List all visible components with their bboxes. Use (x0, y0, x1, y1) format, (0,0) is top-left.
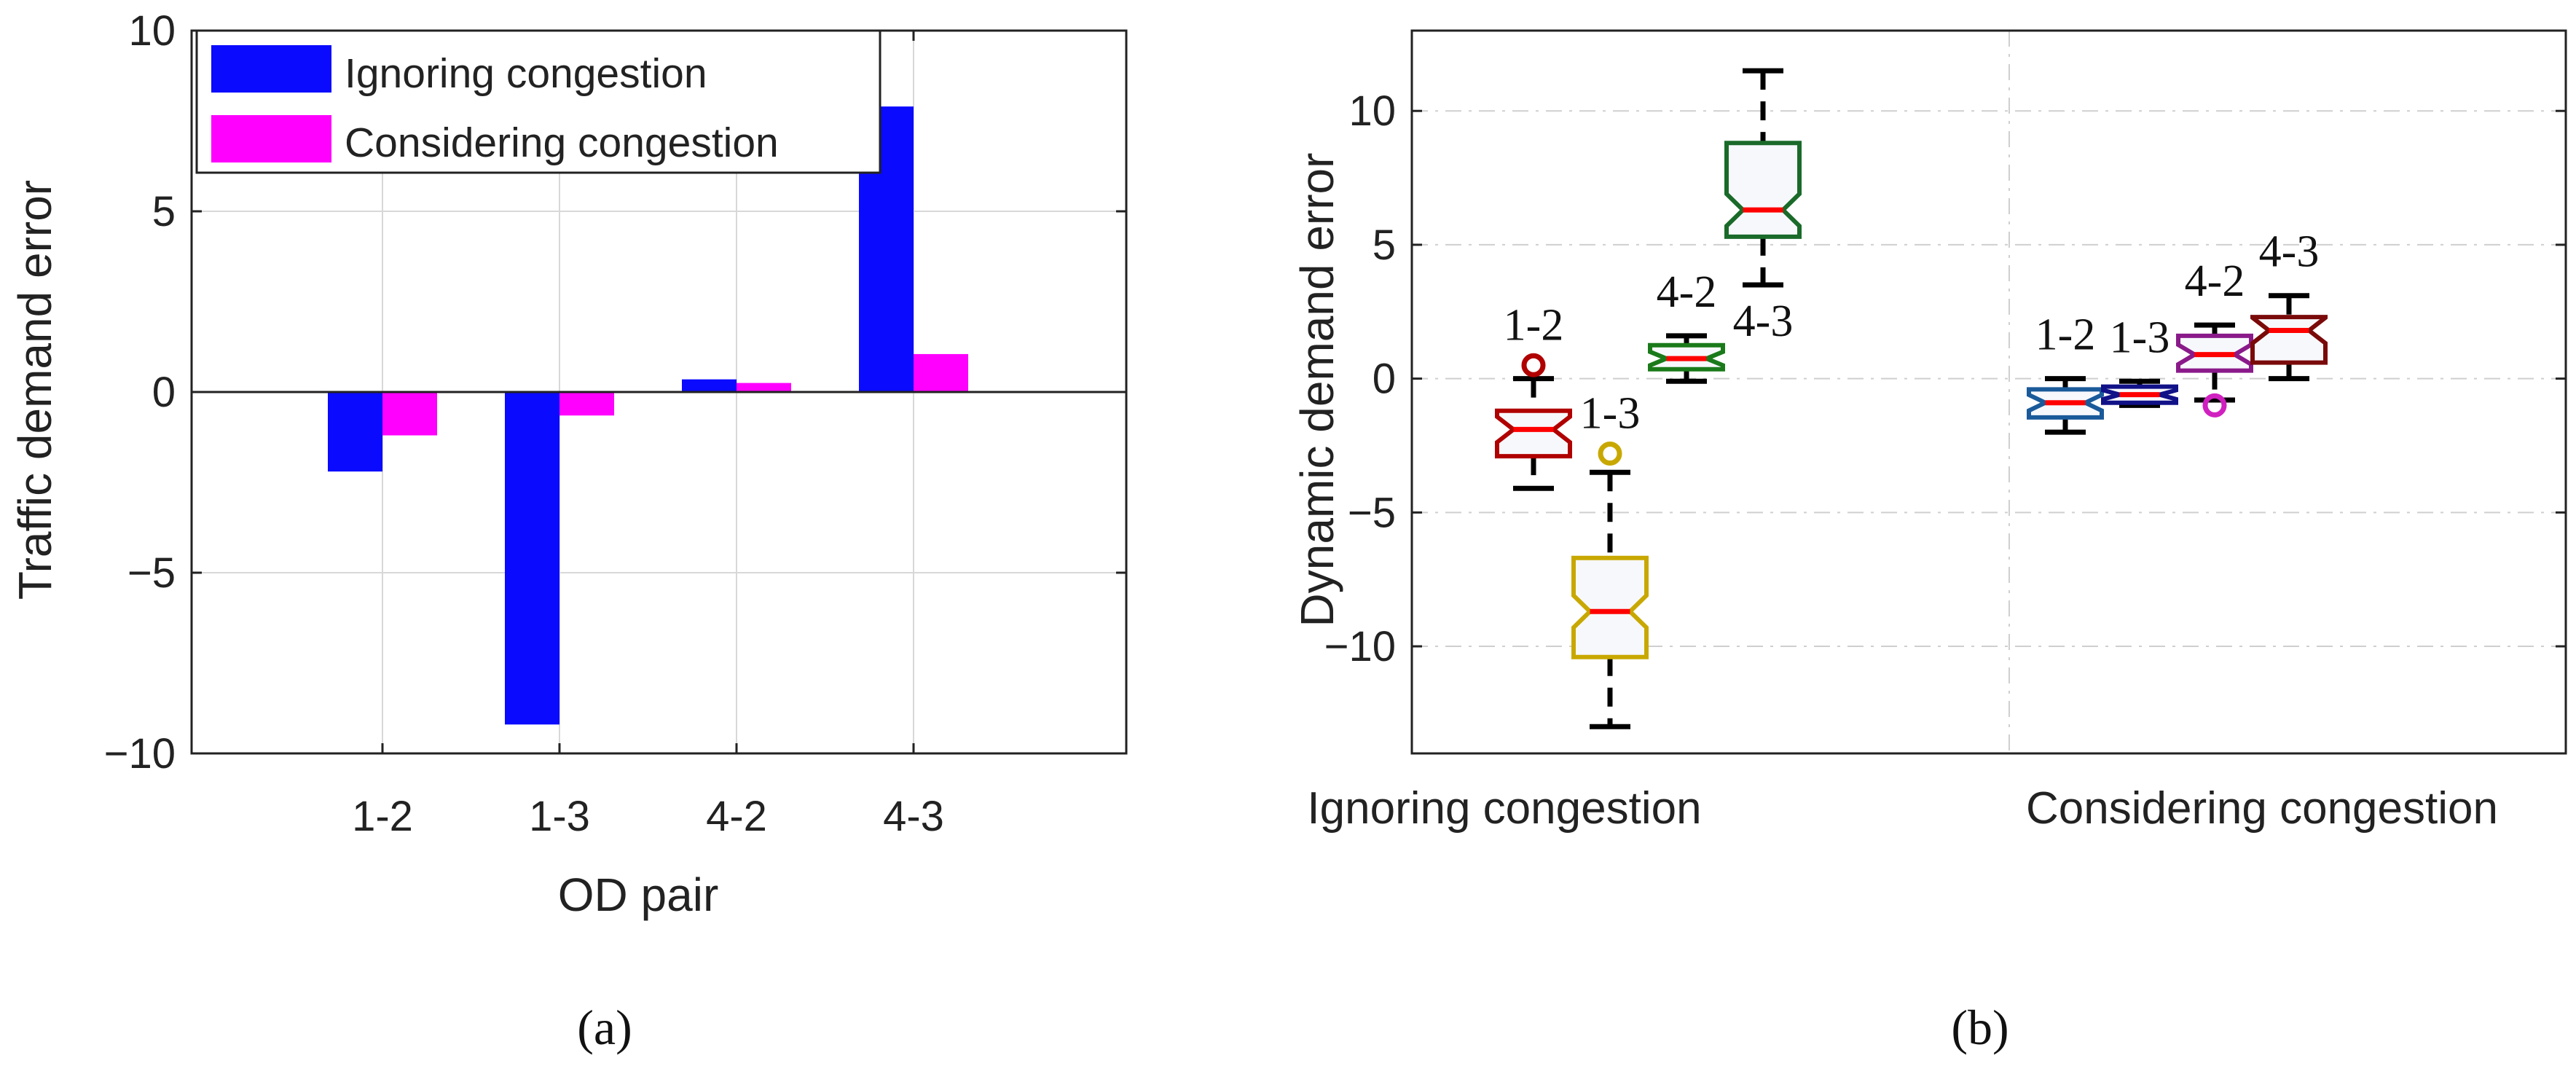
box-ignoring-1-3 (1571, 442, 1649, 729)
bar-ignoring-1-2 (328, 392, 382, 472)
panel-b-group-label-ignoring: Ignoring congestion (1307, 783, 1701, 834)
panel-a-ytick-label: −10 (104, 730, 176, 777)
panel-a-xtick-label: 1-3 (529, 793, 590, 840)
bar-considering-1-3 (559, 392, 614, 416)
legend-swatch-considering (211, 115, 331, 162)
panel-b-boxes: 1-2 1-3 4-2 4-3 1-2 1-3 4-2 4-3 (1495, 68, 2328, 729)
panel-a-bars (328, 106, 968, 725)
box-ignoring-4-3 (1724, 68, 1802, 288)
box-annotation-1-2: 1-2 (1504, 300, 1564, 350)
box-annotation-4-2: 4-2 (1657, 267, 1717, 317)
box-annotation-1-3: 1-3 (1580, 389, 1641, 439)
box-body (1724, 141, 1802, 239)
box-considering-1-2 (2027, 376, 2104, 435)
panel-a-xtick-label: 4-2 (706, 793, 767, 840)
panel-a-xtick-label: 1-2 (352, 793, 413, 840)
box-ignoring-4-2 (1648, 333, 1725, 384)
legend-label-ignoring: Ignoring congestion (345, 50, 707, 97)
box-considering-1-3 (2101, 378, 2178, 408)
bar-considering-4-3 (914, 353, 968, 392)
panel-a-ytick-label: 10 (128, 7, 176, 55)
panel-b-ylabel: Dynamic demand error (1291, 153, 1343, 627)
panel-a-ytick-label: 0 (152, 369, 176, 416)
panel-b-ytick-label: −10 (1324, 623, 1396, 670)
panel-b-tick-labels: 10 5 0 −5 −10 (1324, 87, 1396, 670)
panel-a-ytick-label: 5 (152, 188, 176, 235)
outlier-point (1521, 353, 1546, 377)
box-annotation-4-3: 4-3 (2259, 227, 2320, 277)
bar-ignoring-4-2 (682, 379, 737, 392)
bar-ignoring-1-3 (505, 392, 559, 725)
panel-a-ylabel: Traffic demand error (9, 180, 61, 600)
box-annotation-4-2: 4-2 (2185, 256, 2245, 306)
panel-b-grid (1412, 31, 2566, 753)
panel-b-plot-frame (1410, 29, 2567, 755)
panel-a-tick-labels: 10 5 0 −5 −10 1-2 1-3 4-2 4-3 (104, 7, 944, 840)
box-annotation-4-3: 4-3 (1733, 297, 1794, 346)
legend-swatch-ignoring (211, 45, 331, 93)
box-annotation-1-2: 1-2 (2035, 310, 2096, 360)
panel-a-ytick-label: −5 (127, 549, 176, 597)
box-considering-4-2 (2176, 322, 2253, 418)
panel-a-legend: Ignoring congestion Considering congesti… (195, 29, 881, 174)
outlier-point (1598, 442, 1622, 466)
bar-considering-4-2 (737, 383, 791, 392)
panel-a-label: (a) (577, 1000, 632, 1055)
panel-b-box-plot: 1-2 1-3 4-2 4-3 1-2 1-3 4-2 4-3 10 5 0 −5 −10 Ignor… (1291, 29, 2567, 1055)
box-body (1571, 555, 1649, 659)
panel-b-ytick-label: 0 (1373, 356, 1396, 403)
bar-considering-1-2 (382, 392, 437, 436)
legend-label-considering: Considering congestion (345, 119, 779, 166)
box-annotation-1-3: 1-3 (2110, 313, 2170, 362)
panel-a-bar-chart: 10 5 0 −5 −10 1-2 1-3 4-2 4-3 OD pair Traffic de… (9, 7, 1128, 1055)
panel-b-ytick-label: −5 (1348, 489, 1396, 536)
panel-b-group-label-considering: Considering congestion (2026, 783, 2498, 834)
panel-b-ytick-label: 5 (1373, 222, 1396, 269)
outlier-point (2202, 393, 2227, 418)
panel-b-label: (b) (1951, 1000, 2008, 1055)
box-considering-4-3 (2250, 293, 2328, 382)
box-ignoring-1-2 (1495, 353, 1572, 491)
panel-a-xtick-label: 4-3 (883, 793, 944, 840)
box-body (2250, 315, 2328, 365)
panel-b-axes (1410, 29, 2567, 755)
box-body (1495, 408, 1572, 459)
panel-a-xlabel: OD pair (558, 869, 719, 921)
panel-b-ytick-label: 10 (1348, 87, 1396, 135)
